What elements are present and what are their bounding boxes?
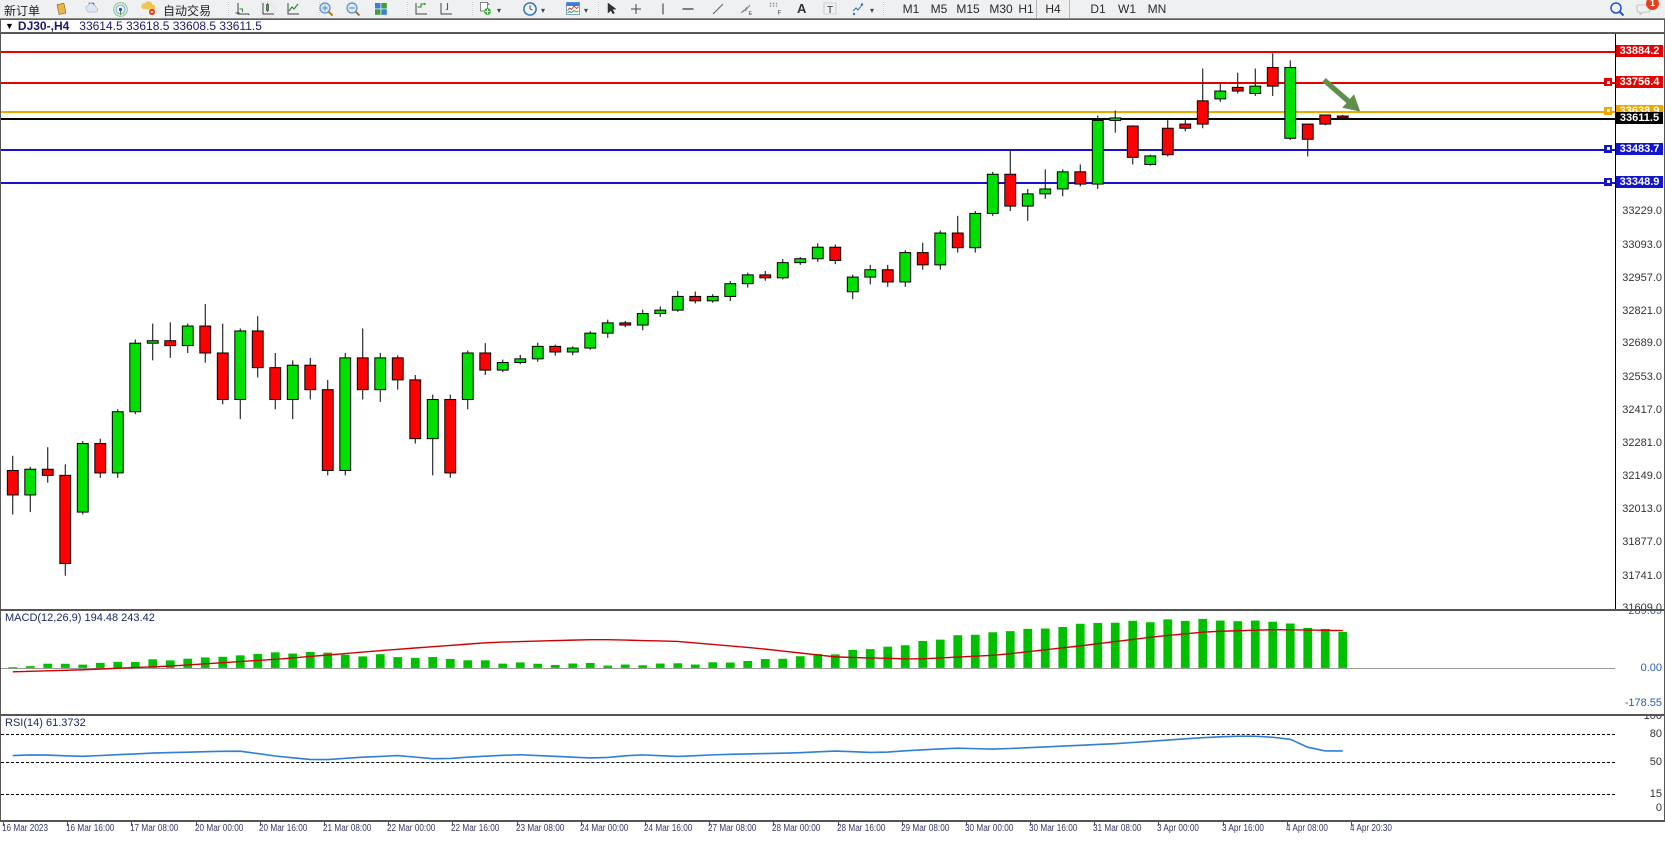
svg-text:F: F xyxy=(778,10,782,16)
svg-text:T: T xyxy=(827,5,833,16)
svg-text:E: E xyxy=(749,11,753,17)
